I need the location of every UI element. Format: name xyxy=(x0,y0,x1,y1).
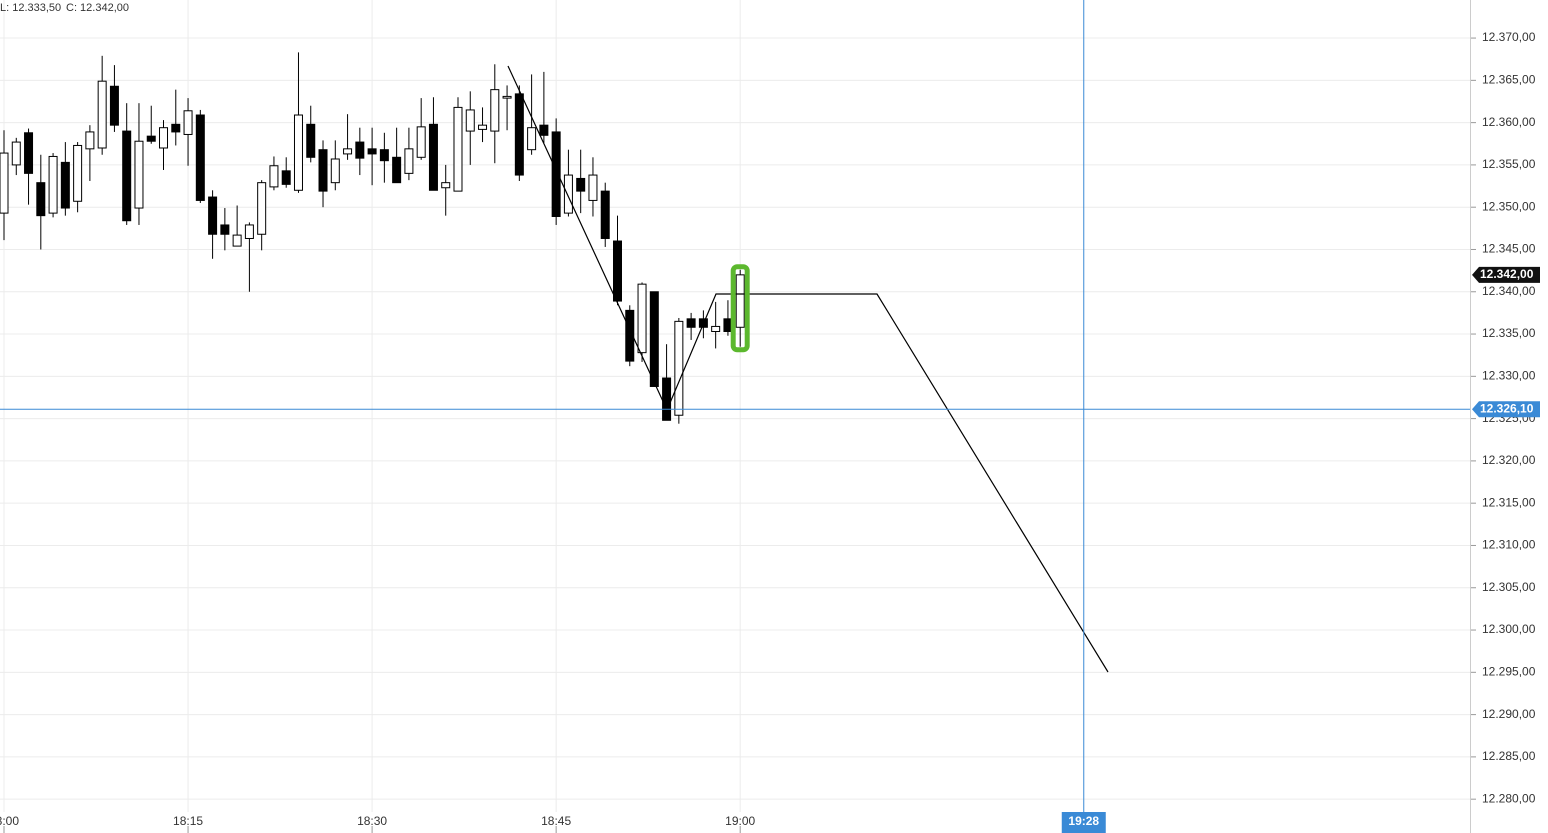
candle-body-up xyxy=(453,106,463,192)
candle-body-down xyxy=(576,177,586,192)
candle-body-down xyxy=(208,196,218,235)
candle-body-down xyxy=(281,170,291,185)
candle-body-up xyxy=(674,320,684,416)
candles xyxy=(0,52,745,424)
candle-body-up xyxy=(490,89,500,132)
y-tick-label: 12.285,00 xyxy=(1482,749,1536,763)
x-tick-label: 18:45 xyxy=(541,814,571,828)
cursor-time-label: 19:28 xyxy=(1068,814,1099,828)
candle-body-down xyxy=(60,161,70,209)
candle-body-up xyxy=(465,109,475,132)
candle-body-up xyxy=(478,124,488,130)
y-tick-label: 12.345,00 xyxy=(1482,242,1536,256)
candle-body-up xyxy=(0,152,9,214)
x-tick-label: 18:00 xyxy=(0,814,19,828)
candle-body-down xyxy=(514,93,524,176)
y-tick-label: 12.350,00 xyxy=(1482,199,1536,213)
candle-body-up xyxy=(134,140,144,209)
candle-body-down xyxy=(392,156,402,184)
candle-body-up xyxy=(588,174,598,201)
last-price-tag xyxy=(1472,266,1540,283)
candle-body-down xyxy=(355,141,365,159)
last-price-label: 12.342,00 xyxy=(1480,267,1534,281)
candle-body-down xyxy=(551,131,561,217)
y-tick-label: 12.340,00 xyxy=(1482,284,1536,298)
y-tick-label: 12.315,00 xyxy=(1482,495,1536,509)
y-tick-label: 12.355,00 xyxy=(1482,157,1536,171)
header-low: L: 12.333,50 xyxy=(0,2,61,14)
candle-body-down xyxy=(379,149,389,162)
candle-body-up xyxy=(244,224,254,239)
candle-body-down xyxy=(122,130,132,222)
candle-body-down xyxy=(220,224,230,235)
y-tick-label: 12.305,00 xyxy=(1482,580,1536,594)
candle-body-up xyxy=(711,325,721,333)
candle-body-down xyxy=(171,123,181,133)
candle-body-up xyxy=(563,174,573,214)
candle-body-up xyxy=(527,127,537,151)
cursor-price-label: 12.326,10 xyxy=(1480,401,1534,415)
candle-body-down xyxy=(24,132,34,174)
candle-body-down xyxy=(539,124,549,136)
candle-body-up xyxy=(232,234,242,247)
candle-body-up xyxy=(11,141,21,166)
last-candle-highlight xyxy=(730,264,750,353)
trend-drawing xyxy=(507,65,1109,673)
candle-body-up xyxy=(257,182,267,235)
candle-body-down xyxy=(36,182,46,217)
candle-body-up xyxy=(735,274,745,328)
candle-body-down xyxy=(625,309,635,362)
candle-body-up xyxy=(97,80,107,149)
candle-body-up xyxy=(293,114,303,191)
candle-body-down xyxy=(428,123,438,191)
x-tick-label: 18:15 xyxy=(173,814,203,828)
candle-body-up xyxy=(85,131,95,150)
y-tick-label: 12.300,00 xyxy=(1482,622,1536,636)
cursor-time-tag xyxy=(1061,812,1106,833)
candle-body-up xyxy=(330,158,340,184)
candle-body-down xyxy=(306,123,316,158)
candle-body-down xyxy=(318,149,328,192)
candle-body-up xyxy=(73,144,83,202)
candle-body-up xyxy=(441,182,451,189)
candle-body-up xyxy=(502,95,512,99)
candle-body-up xyxy=(416,126,426,158)
cursor-price-tag xyxy=(1472,401,1540,418)
y-tick-label: 12.335,00 xyxy=(1482,326,1536,340)
y-tick-label: 12.365,00 xyxy=(1482,73,1536,87)
candle-body-down xyxy=(649,291,659,387)
candle-body-up xyxy=(269,165,279,188)
y-tick-label: 12.280,00 xyxy=(1482,791,1536,805)
y-tick-label: 12.370,00 xyxy=(1482,30,1536,44)
y-tick-label: 12.360,00 xyxy=(1482,115,1536,129)
candle-body-down xyxy=(146,135,156,142)
header-close: C: 12.342,00 xyxy=(66,2,129,14)
y-tick-label: 12.295,00 xyxy=(1482,664,1536,678)
y-tick-label: 12.310,00 xyxy=(1482,538,1536,552)
candle-body-down xyxy=(662,377,672,421)
candle-body-down xyxy=(195,114,205,201)
candle-body-down xyxy=(686,318,696,328)
candle-body-down xyxy=(600,190,610,239)
candle-body-up xyxy=(159,127,169,149)
y-tick-label: 12.320,00 xyxy=(1482,453,1536,467)
y-tick-label: 12.330,00 xyxy=(1482,369,1536,383)
candle-body-up xyxy=(637,283,647,354)
candle-body-down xyxy=(613,240,622,302)
x-tick-label: 18:30 xyxy=(357,814,387,828)
candle-body-up xyxy=(48,155,58,214)
candle-body-down xyxy=(367,148,377,155)
candle-body-up xyxy=(183,110,193,135)
x-tick-label: 19:00 xyxy=(725,814,755,828)
candle-body-up xyxy=(343,148,353,155)
y-tick-label: 12.290,00 xyxy=(1482,707,1536,721)
candle-body-down xyxy=(109,85,119,126)
candle-body-up xyxy=(404,148,414,174)
